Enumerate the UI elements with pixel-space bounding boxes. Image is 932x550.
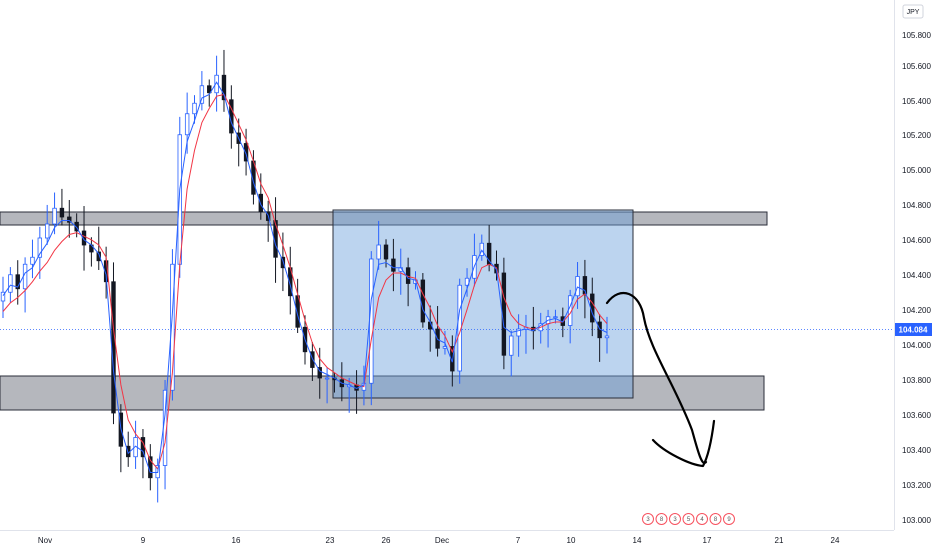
- support-zone[interactable]: [0, 375, 765, 411]
- event-count: 8: [714, 517, 718, 523]
- y-tick-label: 104.400: [902, 271, 931, 280]
- event-count: 4: [700, 517, 704, 523]
- candle-body: [170, 263, 175, 391]
- candle-body: [280, 256, 286, 269]
- candle-body: [310, 351, 315, 368]
- event-icon[interactable]: [723, 513, 735, 525]
- x-axis: Nov 9 16 23 26 Dec 7 10 14 17 21 24: [38, 536, 840, 545]
- candle-body: [369, 258, 374, 384]
- candle-body: [37, 237, 43, 258]
- candle-body: [184, 113, 190, 136]
- candle-body: [207, 85, 212, 94]
- x-tick-label: 16: [232, 536, 241, 545]
- ema-fast-line: [2, 81, 608, 473]
- x-tick-label: 21: [775, 536, 784, 545]
- ema-slow-line: [2, 93, 608, 471]
- candle-body: [199, 85, 205, 104]
- y-tick-label: 103.400: [902, 446, 931, 455]
- candle-body: [8, 274, 13, 293]
- candle-body: [317, 367, 322, 379]
- current-price-label: 104.084: [899, 326, 928, 335]
- y-tick-label: 105.000: [902, 166, 931, 175]
- x-tick-label: 10: [567, 536, 576, 545]
- candle-body: [324, 377, 330, 380]
- events-strip[interactable]: 3 8 3 5 4 8 9: [642, 513, 735, 525]
- y-tick-label: 103.800: [902, 376, 931, 385]
- candle-body: [52, 207, 57, 225]
- x-tick-label: 24: [831, 536, 840, 545]
- x-tick-label: 17: [703, 536, 712, 545]
- candle-body: [0, 291, 6, 302]
- candle-body: [74, 221, 79, 232]
- range-box[interactable]: [332, 209, 634, 399]
- candle-body: [420, 279, 426, 323]
- candle-body: [30, 256, 35, 265]
- candle-body: [604, 335, 610, 339]
- x-tick-label: Dec: [435, 536, 449, 545]
- currency-label: JPY: [907, 9, 920, 16]
- resistance-zone[interactable]: [0, 211, 768, 226]
- y-tick-label: 105.800: [902, 31, 931, 40]
- event-count: 3: [646, 517, 650, 523]
- candle-body: [221, 74, 227, 101]
- candle-body: [111, 281, 116, 414]
- candle-body: [214, 74, 219, 94]
- event-icon[interactable]: [642, 513, 654, 525]
- y-tick-label: 103.600: [902, 411, 931, 420]
- y-axis: 105.800 105.600 105.400 105.200 105.000 104.8…: [902, 31, 931, 525]
- candle-body: [15, 274, 20, 290]
- candle-body: [59, 207, 65, 218]
- candle-body: [553, 316, 558, 319]
- candle-body: [192, 102, 197, 115]
- candle-body: [96, 251, 101, 262]
- y-tick-label: 104.000: [902, 341, 931, 350]
- event-icon[interactable]: [696, 513, 708, 525]
- candle-body: [575, 276, 580, 297]
- candle-body: [509, 335, 514, 356]
- x-tick-label: 23: [326, 536, 335, 545]
- current-price-badge: [895, 323, 932, 336]
- event-icon[interactable]: [682, 513, 695, 525]
- candle-body: [67, 216, 72, 223]
- event-icon[interactable]: [709, 513, 722, 525]
- event-count: 5: [687, 517, 691, 523]
- y-tick-label: 104.800: [902, 201, 931, 210]
- candle-body: [376, 244, 381, 260]
- candle-body: [243, 143, 249, 162]
- candle-body: [44, 223, 50, 239]
- event-icon[interactable]: [655, 513, 668, 525]
- event-count: 8: [660, 517, 664, 523]
- event-count: 9: [727, 517, 731, 523]
- y-tick-label: 105.600: [902, 62, 931, 71]
- projection-arrow[interactable]: [605, 292, 716, 468]
- x-tick-label: 7: [516, 536, 521, 545]
- candle-body: [479, 242, 484, 256]
- candle-body: [391, 258, 396, 272]
- candle-body: [81, 230, 87, 246]
- candle-body: [516, 328, 521, 337]
- x-tick-label: Nov: [38, 536, 52, 545]
- x-tick-label: 14: [633, 536, 642, 545]
- currency-badge[interactable]: [902, 4, 924, 19]
- y-tick-label: 104.200: [902, 306, 931, 315]
- candle-body: [22, 263, 28, 290]
- candle-body: [258, 193, 264, 213]
- y-tick-label: 103.000: [902, 516, 931, 525]
- x-tick-label: 9: [141, 536, 146, 545]
- candle-body: [383, 244, 389, 260]
- candle-body: [177, 134, 182, 265]
- y-tick-label: 105.400: [902, 97, 931, 106]
- y-tick-label: 103.200: [902, 481, 931, 490]
- x-tick-label: 26: [382, 536, 391, 545]
- event-icon[interactable]: [669, 513, 681, 525]
- y-tick-label: 105.200: [902, 131, 931, 140]
- event-count: 3: [673, 517, 677, 523]
- y-tick-label: 104.600: [902, 236, 931, 245]
